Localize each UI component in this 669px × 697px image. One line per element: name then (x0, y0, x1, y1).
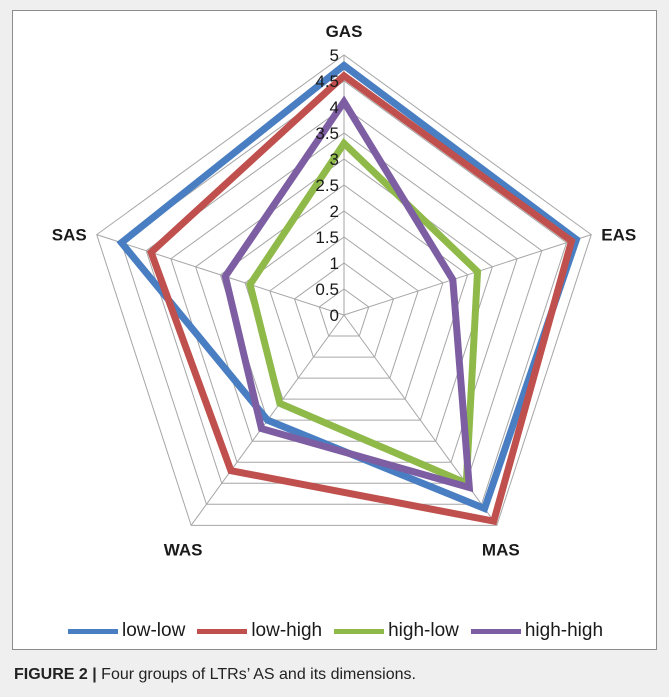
radar-chart: 0 0.5 1 1.5 2 2.5 3 3.5 4 4.5 5 GAS EAS MAS WAS SAS (52, 22, 636, 559)
legend-label: high-low (388, 620, 459, 641)
axis-label-gas: GAS (326, 22, 363, 41)
tick-label: 3 (330, 150, 339, 169)
legend-item-low-high: low-high (197, 620, 322, 642)
grid-ring (170, 132, 518, 463)
tick-label: 1 (330, 254, 339, 273)
figure-label: FIGURE 2 | (14, 666, 97, 683)
grid-ring (195, 158, 493, 442)
tick-label: 3.5 (315, 124, 339, 143)
tick-label: 0 (330, 306, 339, 325)
legend-swatch (334, 628, 385, 634)
grid-ring (96, 54, 592, 526)
grid-ring (293, 262, 395, 358)
axis-spoke-sas (96, 234, 345, 316)
axis-label-sas: SAS (52, 226, 87, 245)
legend-label: high-high (524, 620, 604, 641)
chart-frame: 0 0.5 1 1.5 2 2.5 3 3.5 4 4.5 5 GAS EAS MAS WAS SAS low… (12, 10, 657, 650)
grid-ring (318, 288, 370, 337)
legend-label: low-low (121, 620, 186, 641)
legend-swatch (470, 628, 521, 634)
legend-item-high-low: high-low (334, 620, 459, 642)
legend-swatch (67, 628, 118, 634)
grid-ring (219, 184, 469, 421)
grid-ring (269, 236, 419, 379)
axis-spoke-eas (343, 234, 592, 316)
series-line-high-low (246, 137, 482, 489)
legend: low-low low-high high-low high-high (13, 616, 658, 646)
legend-label: low-high (251, 620, 323, 641)
series-line-low-high (147, 71, 576, 526)
tick-label: 4.5 (315, 72, 339, 91)
tick-label: 5 (330, 46, 339, 65)
tick-label: 4 (330, 98, 339, 117)
figure-caption-text: Four groups of LTRs’ AS and its dimensio… (96, 666, 416, 683)
axis-label-mas: MAS (482, 540, 520, 559)
legend-item-high-high: high-high (470, 620, 604, 642)
legend-swatch (197, 628, 248, 634)
tick-label: 2 (330, 202, 339, 221)
legend-item-low-low: low-low (67, 620, 186, 642)
axis-label-was: WAS (164, 540, 203, 559)
series-line-high-high (221, 95, 474, 493)
tick-label: 2.5 (315, 176, 339, 195)
tick-label: 1.5 (315, 228, 339, 247)
figure-caption: FIGURE 2 | Four groups of LTRs’ AS and i… (14, 666, 654, 684)
axis-label-eas: EAS (601, 226, 636, 245)
tick-label: 0.5 (315, 280, 339, 299)
